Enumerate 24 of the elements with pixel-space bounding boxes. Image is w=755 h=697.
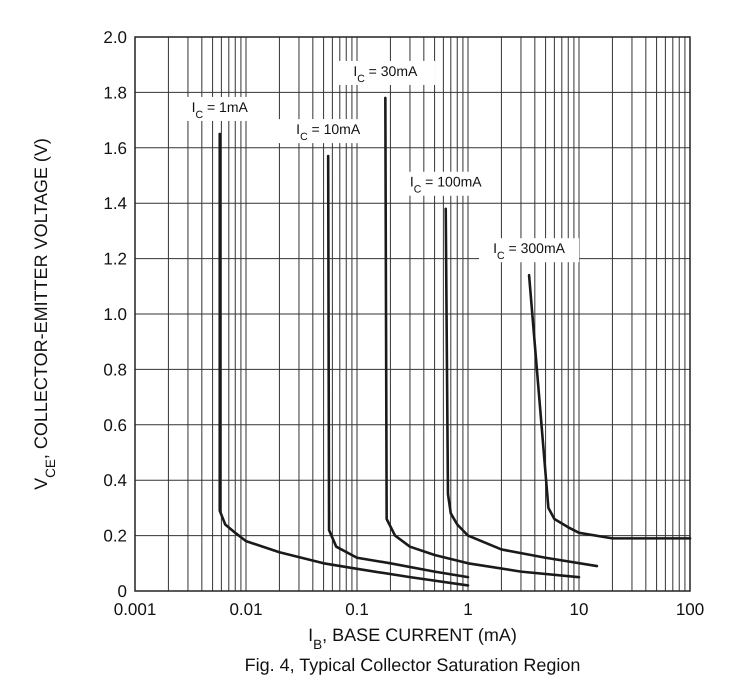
x-tick-label: 100 xyxy=(676,600,704,619)
y-tick-label: 1.6 xyxy=(103,138,127,158)
y-tick-label: 0.8 xyxy=(103,360,127,380)
y-tick-label: 2.0 xyxy=(103,28,127,47)
series-label: I$_{C}$ = 100mA xyxy=(410,174,482,196)
y-tick-label: 1.8 xyxy=(103,83,127,102)
y-tick-label: 1.0 xyxy=(103,304,127,324)
y-tick-label: 0 xyxy=(118,582,127,601)
y-tick-label: 0.6 xyxy=(103,416,127,435)
x-tick-label: 0.01 xyxy=(229,600,263,619)
x-tick-label: 0.1 xyxy=(345,600,369,619)
y-tick-label: 0.4 xyxy=(103,471,127,490)
series-label: I$_{C}$ = 1mA xyxy=(192,98,249,121)
x-tick-label: 10 xyxy=(570,600,588,619)
x-tick-label: 0.001 xyxy=(114,600,156,619)
y-tick-label: 0.2 xyxy=(103,526,127,546)
y-tick-label: 1.2 xyxy=(103,250,127,269)
series-label: I$_{C}$ = 30mA xyxy=(353,62,418,85)
series-label: I$_{C}$ = 300mA xyxy=(493,240,566,262)
y-tick-label: 1.4 xyxy=(103,194,127,214)
x-tick-label: 1 xyxy=(463,600,473,619)
text: Fig. 4, Typical Collector Saturation Region xyxy=(244,655,580,675)
series-label: I$_{C}$ = 10mA xyxy=(296,121,361,144)
x-axis-title: I$_{B}$, BASE CURRENT (mA) xyxy=(308,625,517,652)
